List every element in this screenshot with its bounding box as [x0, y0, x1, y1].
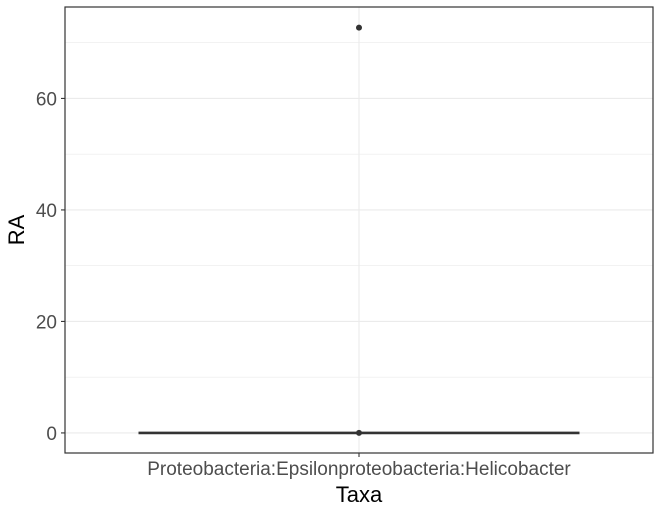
- y-tick-label: 20: [36, 312, 57, 333]
- x-axis: Proteobacteria:Epsilonproteobacteria:Hel…: [147, 453, 571, 480]
- y-axis: 0 20 40 60: [36, 89, 65, 445]
- x-axis-title: Taxa: [336, 482, 383, 507]
- x-tick-label: Proteobacteria:Epsilonproteobacteria:Hel…: [147, 459, 571, 480]
- box-0: [138, 24, 580, 436]
- y-tick-label: 60: [36, 89, 57, 110]
- y-axis-title: RA: [4, 214, 29, 245]
- y-tick-label: 0: [46, 424, 57, 445]
- outlier-point: [356, 24, 362, 31]
- y-tick-label: 40: [36, 201, 57, 222]
- outlier-point: [356, 429, 362, 436]
- box-series: [138, 24, 580, 436]
